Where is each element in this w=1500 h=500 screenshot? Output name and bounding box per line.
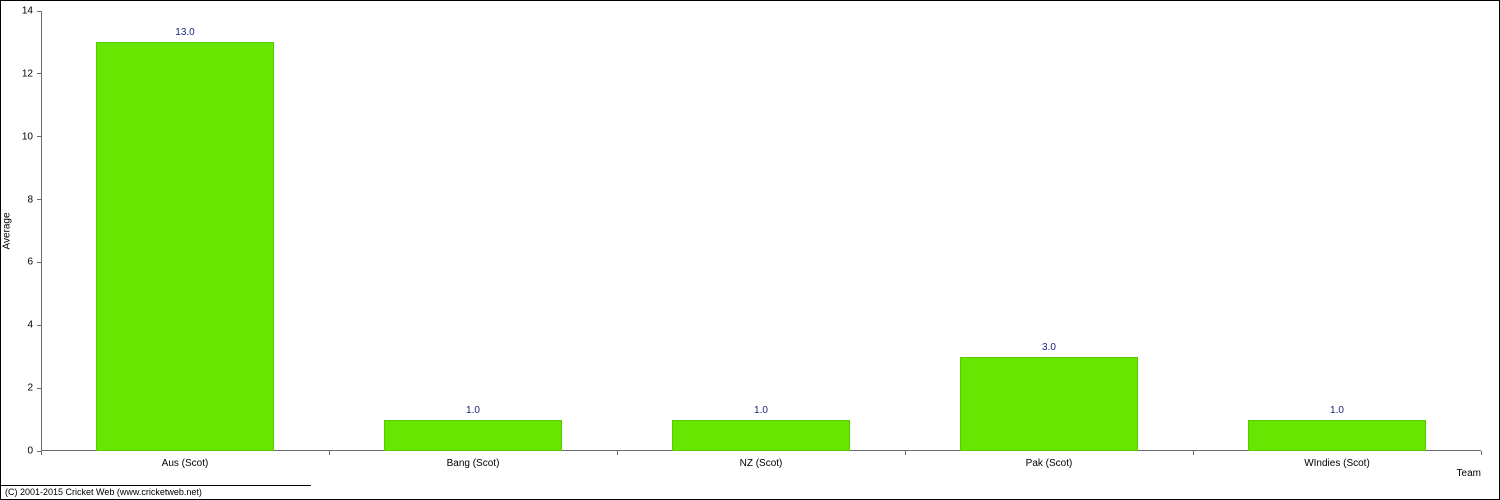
bar-value-label: 1.0 [466, 405, 480, 416]
bar [960, 357, 1139, 451]
bar [384, 420, 563, 451]
y-tick-label: 8 [27, 194, 41, 205]
x-tick [617, 451, 618, 455]
category-label: NZ (Scot) [740, 458, 783, 469]
y-tick-label: 6 [27, 257, 41, 268]
x-tick [1481, 451, 1482, 455]
bar [1248, 420, 1427, 451]
bar [672, 420, 851, 451]
x-tick [41, 451, 42, 455]
y-tick-label: 12 [22, 68, 41, 79]
category-label: Bang (Scot) [447, 458, 500, 469]
bar-value-label: 13.0 [175, 27, 194, 38]
bar-slot: 1.0WIndies (Scot) [1193, 11, 1481, 451]
y-axis-label: Average [2, 212, 13, 249]
bar-slot: 13.0Aus (Scot) [41, 11, 329, 451]
category-label: Pak (Scot) [1026, 458, 1073, 469]
bar-value-label: 1.0 [754, 405, 768, 416]
plot-area: Average Team 0246810121413.0Aus (Scot)1.… [41, 11, 1481, 451]
bar-slot: 1.0NZ (Scot) [617, 11, 905, 451]
y-tick-label: 14 [22, 6, 41, 17]
x-tick [1193, 451, 1194, 455]
bar-slot: 1.0Bang (Scot) [329, 11, 617, 451]
bar-slot: 3.0Pak (Scot) [905, 11, 1193, 451]
x-tick [905, 451, 906, 455]
copyright-footer: (C) 2001-2015 Cricket Web (www.cricketwe… [1, 485, 311, 499]
chart-frame: Average Team 0246810121413.0Aus (Scot)1.… [0, 0, 1500, 500]
y-tick-label: 4 [27, 320, 41, 331]
category-label: Aus (Scot) [162, 458, 209, 469]
y-tick-label: 2 [27, 383, 41, 394]
y-tick-label: 0 [27, 446, 41, 457]
bar-value-label: 1.0 [1330, 405, 1344, 416]
category-label: WIndies (Scot) [1304, 458, 1370, 469]
bar [96, 42, 275, 451]
bar-value-label: 3.0 [1042, 342, 1056, 353]
x-tick [329, 451, 330, 455]
y-tick-label: 10 [22, 131, 41, 142]
x-axis-label: Team [1457, 468, 1481, 479]
